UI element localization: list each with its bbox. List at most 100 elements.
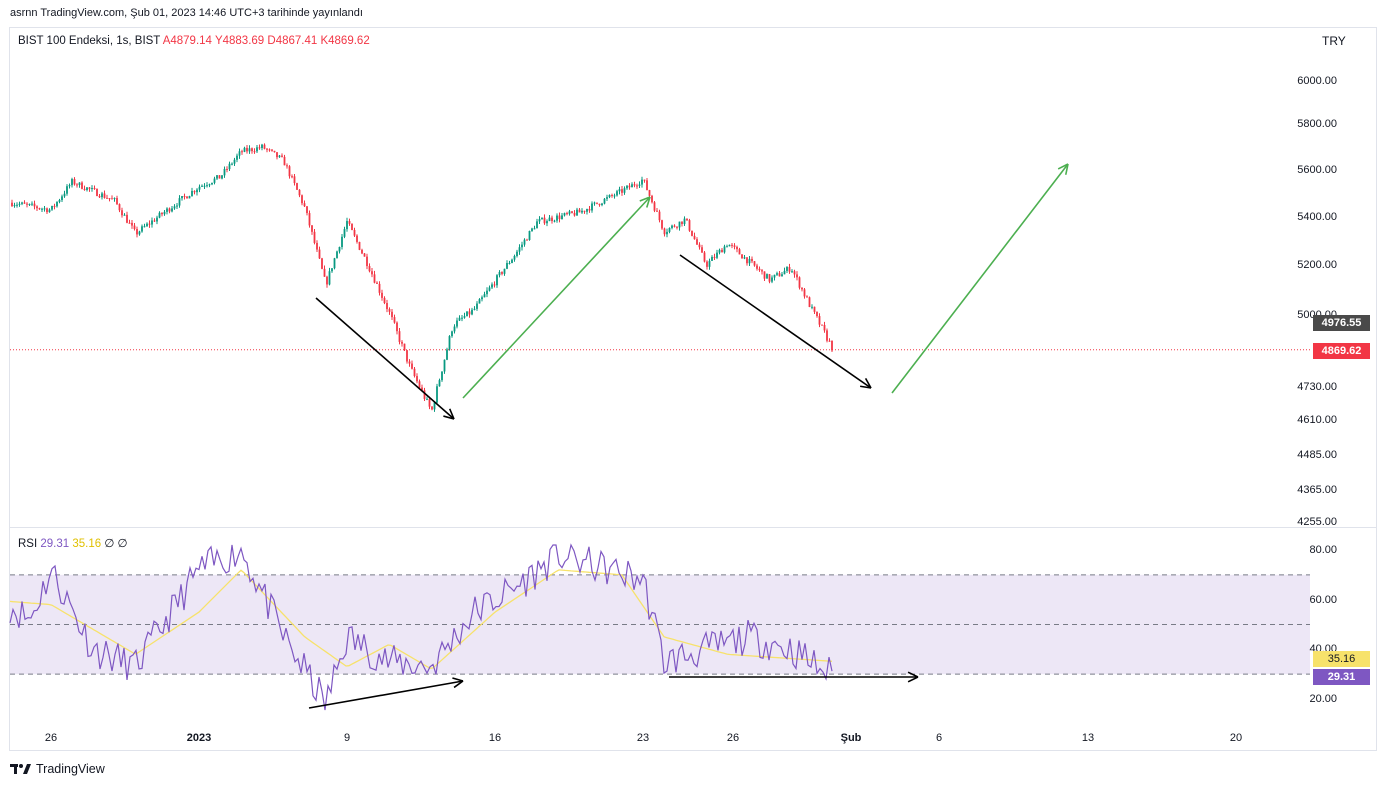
- candle-body: [36, 206, 38, 209]
- price-tick: 4610.00: [1297, 414, 1337, 426]
- candle-body: [731, 244, 733, 246]
- candle-body: [651, 195, 653, 203]
- footer-brand[interactable]: TradingView: [10, 762, 105, 776]
- candle-body: [263, 144, 266, 149]
- candle-body: [376, 282, 378, 284]
- candle-body: [123, 214, 126, 216]
- candle-body: [203, 185, 206, 187]
- candle-body: [78, 182, 81, 186]
- price-tick: 4730.00: [1297, 381, 1337, 393]
- candle-body: [433, 402, 436, 410]
- candle-body: [98, 196, 101, 198]
- candle-body: [23, 202, 26, 204]
- price-tick: 4255.00: [1297, 516, 1337, 528]
- candle-body: [826, 330, 828, 341]
- price-badge-last: 4976.55: [1313, 315, 1370, 331]
- candle-body: [226, 168, 228, 170]
- candle-body: [798, 277, 801, 288]
- candle-body: [703, 252, 706, 262]
- candle-body: [103, 193, 106, 198]
- candle-body: [593, 202, 596, 204]
- candle-body: [771, 277, 773, 282]
- candle-body: [173, 206, 176, 209]
- candle-body: [468, 311, 471, 315]
- candle-body: [778, 273, 781, 277]
- candle-body: [393, 317, 396, 323]
- candle-body: [721, 249, 723, 253]
- candle-body: [188, 196, 191, 199]
- pane-divider[interactable]: [9, 527, 1377, 528]
- candle-body: [636, 185, 638, 187]
- candle-body: [133, 225, 136, 230]
- candle-body: [128, 222, 131, 224]
- candle-body: [461, 317, 463, 319]
- candle-body: [288, 166, 291, 177]
- candle-body: [486, 290, 488, 295]
- candle-body: [206, 185, 208, 187]
- candle-body: [693, 235, 696, 240]
- candle-body: [768, 274, 771, 282]
- candle-body: [688, 220, 691, 231]
- time-tick: 20: [1229, 732, 1243, 744]
- candle-body: [198, 186, 201, 190]
- candle-body: [743, 257, 746, 259]
- candle-body: [758, 268, 761, 271]
- candle-body: [751, 258, 753, 262]
- candle-body: [701, 247, 703, 253]
- candle-body: [518, 247, 521, 252]
- candle-body: [706, 261, 708, 267]
- candle-body: [68, 185, 71, 187]
- candle-body: [626, 185, 628, 189]
- candle-body: [448, 336, 451, 350]
- candle-body: [353, 229, 356, 236]
- candle-body: [603, 198, 606, 204]
- candle-body: [386, 303, 388, 310]
- candle-body: [666, 231, 668, 235]
- time-tick: 23: [636, 732, 650, 744]
- candle-body: [526, 239, 528, 241]
- candle-body: [308, 213, 311, 226]
- candle-body: [598, 203, 601, 206]
- candle-body: [643, 179, 646, 181]
- candle-body: [791, 271, 793, 273]
- candle-body: [481, 297, 483, 300]
- candle-body: [256, 147, 258, 152]
- candle-body: [268, 149, 271, 151]
- candle-body: [391, 311, 393, 318]
- candle-body: [116, 198, 118, 205]
- candle-body: [26, 203, 28, 205]
- candle-body: [521, 244, 523, 248]
- candle-body: [813, 306, 816, 312]
- candle-body: [411, 363, 413, 369]
- candle-body: [46, 208, 48, 213]
- candle-body: [341, 236, 343, 247]
- candle-body: [746, 257, 748, 264]
- candle-body: [408, 361, 411, 364]
- candle-body: [586, 209, 588, 212]
- rsi-divergence-arrow-head: [452, 677, 464, 682]
- candle-body: [96, 189, 98, 197]
- currency-label[interactable]: TRY: [1322, 34, 1346, 48]
- down-trend-arrow: [679, 254, 872, 389]
- candle-body: [806, 296, 808, 298]
- projection-arrow: [891, 163, 1069, 394]
- candle-body: [33, 203, 36, 207]
- candle-body: [223, 168, 226, 176]
- candle-body: [28, 203, 31, 205]
- candle-body: [346, 221, 348, 230]
- tradingview-logo-icon: [10, 764, 31, 774]
- candle-body: [776, 273, 778, 275]
- candle-body: [311, 225, 313, 232]
- candle-body: [696, 239, 698, 245]
- candle-body: [736, 246, 738, 250]
- candle-body: [271, 149, 273, 151]
- candle-body: [823, 324, 826, 331]
- candle-body: [86, 187, 88, 191]
- candle-body: [628, 185, 631, 188]
- chart-frame[interactable]: [9, 27, 1377, 751]
- candle-body: [153, 220, 156, 222]
- candle-body: [568, 211, 571, 214]
- candle-body: [796, 274, 798, 278]
- candle-body: [216, 175, 218, 179]
